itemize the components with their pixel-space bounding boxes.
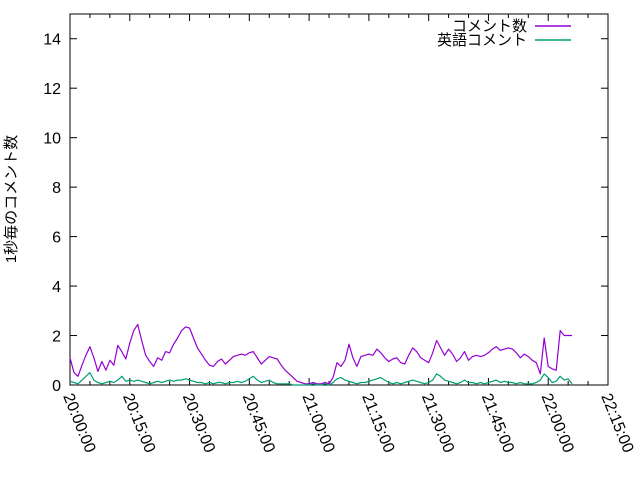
y-tick-label: 12 xyxy=(43,81,61,98)
plot-border xyxy=(69,13,609,386)
x-tick-label: 22:15:00 xyxy=(597,391,636,455)
legend-label-comments: コメント数 xyxy=(452,18,527,35)
y-tick-label: 14 xyxy=(43,32,61,49)
x-tick-label: 20:15:00 xyxy=(119,391,158,455)
legend-label-english-comments: 英語コメント xyxy=(437,31,527,49)
x-tick-label: 20:00:00 xyxy=(59,391,98,455)
x-tick-label: 21:45:00 xyxy=(478,391,517,455)
y-tick-label: 0 xyxy=(52,378,61,395)
x-tick-label: 20:30:00 xyxy=(179,391,218,455)
y-tick-label: 4 xyxy=(52,279,61,296)
data-series xyxy=(69,323,573,386)
axis-ticks xyxy=(69,14,609,386)
legend: コメント数 英語コメント xyxy=(437,18,571,49)
y-tick-label: 2 xyxy=(52,329,61,346)
y-axis-tick-labels: 0 2 4 6 8 10 12 14 xyxy=(43,32,61,395)
series-line-comments xyxy=(69,323,573,385)
x-tick-label: 21:15:00 xyxy=(358,391,397,455)
y-tick-label: 10 xyxy=(43,131,61,148)
x-axis-tick-labels: 20:00:00 20:15:00 20:30:00 20:45:00 21:00:00… xyxy=(59,391,636,455)
y-axis-title: 1秒毎のコメント数 xyxy=(3,135,20,263)
series-line-english-comments xyxy=(69,372,573,386)
x-tick-label: 20:45:00 xyxy=(239,391,278,455)
y-tick-label: 8 xyxy=(52,180,61,197)
x-tick-label: 22:00:00 xyxy=(538,391,577,455)
y-tick-label: 6 xyxy=(52,230,61,247)
x-tick-label: 21:30:00 xyxy=(418,391,457,455)
x-tick-label: 21:00:00 xyxy=(298,391,337,455)
